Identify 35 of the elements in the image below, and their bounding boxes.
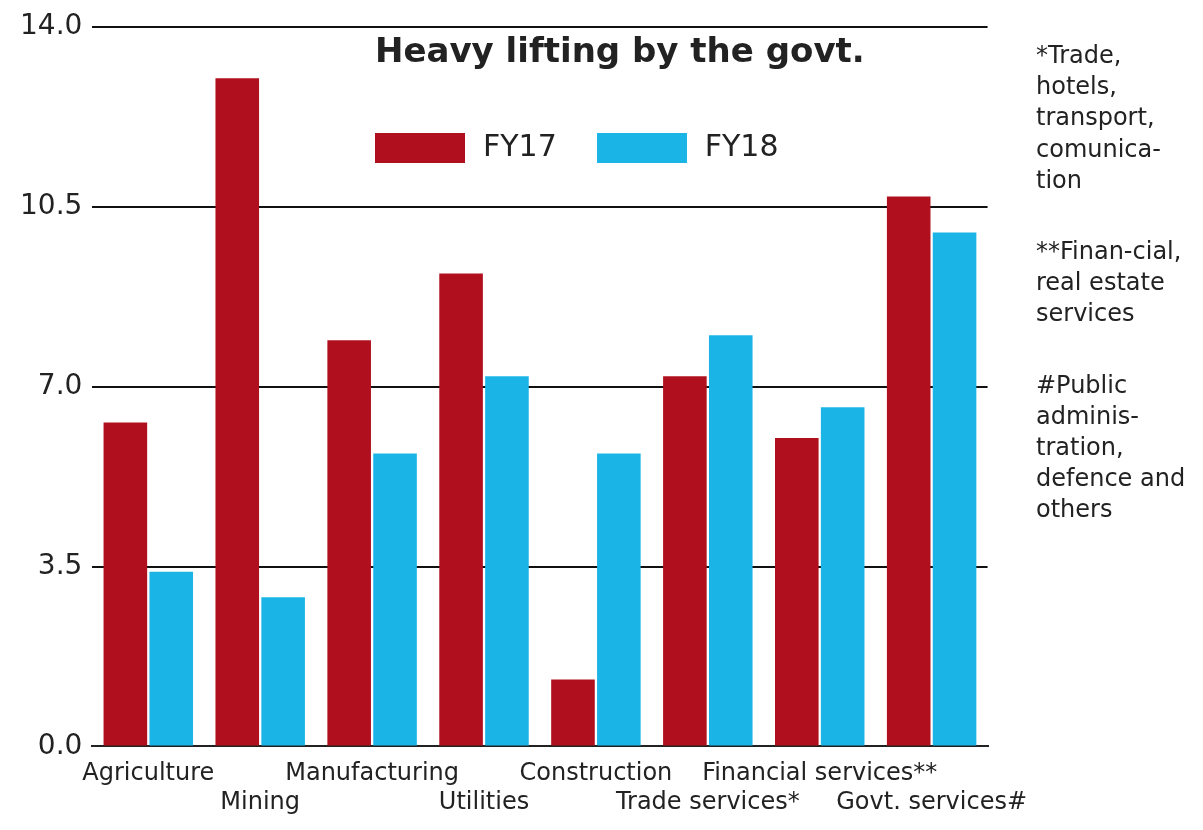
y-tick-label: 0.0	[37, 727, 83, 761]
y-tick-label: 14.0	[20, 8, 83, 42]
text: **Finan-cial, real estate services	[1036, 235, 1183, 330]
bar	[708, 335, 753, 746]
bar	[597, 453, 641, 746]
bar	[820, 407, 865, 746]
bar	[551, 679, 595, 746]
bar	[261, 597, 305, 746]
bar	[439, 273, 483, 746]
legend-label: FY18	[703, 128, 779, 163]
bar	[327, 340, 371, 746]
bar	[886, 196, 931, 746]
x-tick-label: Construction	[519, 758, 673, 787]
text: *Trade, hotels, transport, comunica-tion	[1036, 40, 1162, 196]
x-tick-label: Financial services**	[702, 758, 938, 787]
bar	[215, 78, 260, 746]
text: #Public adminis-tration, defence and others	[1036, 369, 1187, 526]
bar	[149, 571, 194, 746]
bar	[485, 376, 529, 746]
x-tick-label: Mining	[220, 786, 301, 815]
x-tick-label: Trade services*	[614, 786, 800, 815]
bar	[932, 232, 977, 746]
x-tick-label: Govt. services#	[836, 786, 1027, 815]
bar	[103, 422, 148, 746]
chart-title: Heavy lifting by the govt.	[375, 30, 865, 70]
bar	[774, 438, 819, 746]
bar	[373, 453, 417, 746]
y-tick-label: 3.5	[37, 547, 83, 581]
bar	[663, 376, 707, 746]
y-tick-label: 10.5	[20, 187, 83, 221]
x-tick-label: Agriculture	[82, 758, 215, 787]
y-tick-label: 7.0	[37, 367, 83, 401]
x-tick-label: Utilities	[438, 786, 530, 815]
legend-label: FY17	[482, 128, 557, 163]
x-tick-label: Manufacturing	[285, 758, 460, 787]
